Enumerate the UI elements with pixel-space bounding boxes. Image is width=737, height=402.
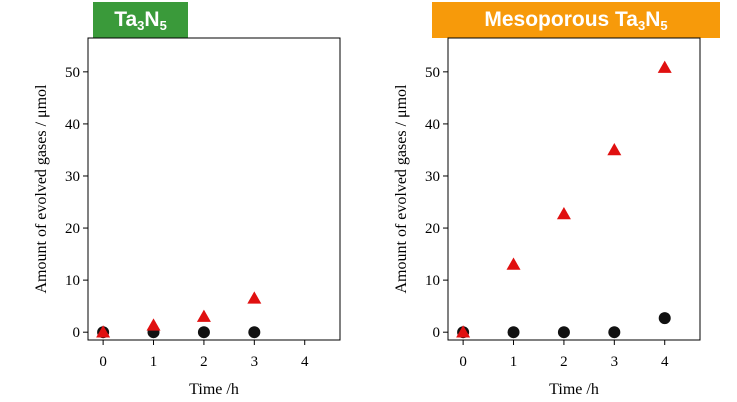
right-triangle-marker [456, 325, 471, 338]
left-chart: 0 10 20 30 40 50 0 1 2 3 4 Time /h Amount of evolved… [33, 37, 341, 398]
left-ytick-label: 0 [73, 325, 81, 341]
left-ytick-label: 30 [65, 169, 80, 185]
right-title-sub1: 3 [637, 18, 646, 33]
right-title-mid: N [645, 8, 661, 31]
left-triangle-marker [146, 318, 161, 331]
right-ytick-label: 20 [425, 221, 440, 237]
right-chart: 0 10 20 30 40 50 0 1 2 3 4 Time /h Amount of evolved… [393, 37, 701, 398]
right-xtick-label: 3 [611, 354, 619, 370]
left-circle-marker [197, 326, 210, 339]
left-title-sub2: 5 [159, 18, 167, 33]
left-triangle-marker [96, 325, 111, 338]
left-title-base: Ta [114, 8, 138, 31]
right-title-sub2: 5 [660, 18, 668, 33]
left-ytick-label: 50 [65, 65, 80, 81]
left-ytick-label: 20 [65, 221, 80, 237]
right-ytick-label: 0 [433, 325, 441, 341]
right-circle-marker [658, 312, 671, 325]
right-ytick-label: 30 [425, 169, 440, 185]
right-xtick-label: 0 [459, 354, 467, 370]
left-triangle-marker [196, 309, 211, 322]
right-xtick-label: 1 [510, 354, 518, 370]
left-y-axis-title: Amount of evolved gases / μmol [33, 84, 50, 294]
right-plot-frame [447, 37, 701, 341]
right-triangle-marker [607, 142, 622, 156]
left-circle-marker [248, 326, 261, 339]
right-y-axis-title: Amount of evolved gases / μmol [393, 84, 410, 294]
right-circle-marker [557, 326, 570, 339]
right-triangle-marker [556, 206, 571, 220]
left-xtick-label: 1 [150, 354, 158, 370]
left-triangle-marker [247, 291, 262, 304]
right-triangle-marker [657, 60, 672, 73]
right-ytick-label: 10 [425, 273, 440, 289]
right-circle-marker [507, 326, 520, 339]
left-ytick-label: 40 [65, 117, 80, 133]
left-title-sub1: 3 [137, 18, 145, 33]
right-triangle-marker [506, 257, 521, 270]
left-ytick-label: 10 [65, 273, 80, 289]
right-circle-marker [608, 326, 621, 339]
right-x-axis-title: Time /h [549, 381, 599, 398]
right-xtick-label: 4 [661, 354, 669, 370]
right-ytick-label: 40 [425, 117, 440, 133]
right-panel-title: Mesoporous Ta3N5 [432, 2, 720, 38]
left-xtick-label: 4 [301, 354, 309, 370]
left-xtick-label: 2 [200, 354, 208, 370]
left-x-axis-title: Time /h [189, 381, 239, 398]
right-ytick-label: 50 [425, 65, 440, 81]
left-plot-frame [87, 37, 341, 341]
left-xtick-label: 3 [251, 354, 259, 370]
right-xtick-label: 2 [560, 354, 568, 370]
left-xtick-label: 0 [99, 354, 107, 370]
left-panel-title: Ta3N5 [93, 2, 188, 38]
left-title-mid: N [144, 8, 160, 31]
right-title-base: Mesoporous Ta [484, 8, 638, 31]
